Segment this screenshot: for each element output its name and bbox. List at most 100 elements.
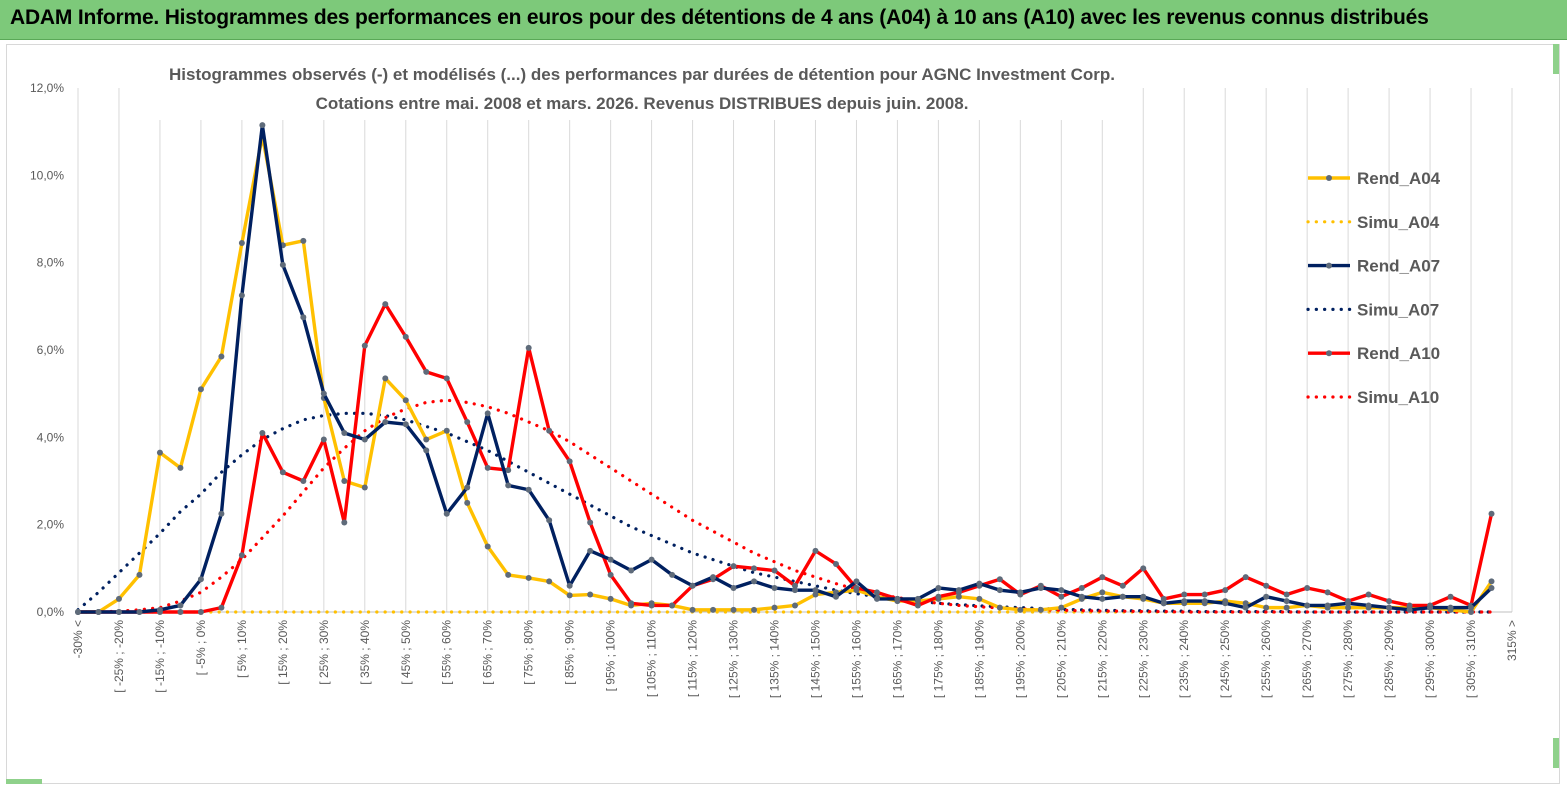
data-point [1283,604,1290,611]
data-point [669,602,676,609]
legend-label: Simu_A04 [1357,213,1440,232]
y-tick-label: 8,0% [37,256,65,270]
series-line [76,398,1494,614]
x-tick-label: [ 215% ; 220% [1095,620,1109,698]
data-point [546,517,553,524]
legend-item-simu-a04: Simu_A04 [1306,213,1440,232]
data-point [197,576,204,583]
legend-marker [1326,350,1332,357]
data-point [1447,593,1454,600]
data-point [955,587,962,594]
data-point [361,436,368,443]
data-point [1263,604,1270,611]
data-point [136,571,143,578]
data-point [177,609,184,615]
x-tick-label: [ 75% ; 80% [522,620,536,685]
data-point [1345,600,1352,607]
x-tick-label: [ 155% ; 160% [849,620,863,698]
data-point [218,604,225,611]
data-point [996,604,1003,611]
data-point [628,567,635,574]
x-tick-label: [ 105% ; 110% [645,620,659,697]
data-point [484,410,491,417]
data-point [689,606,696,613]
data-point [894,595,901,602]
data-point [812,591,819,598]
data-point [1386,604,1393,611]
x-tick-label: [ 185% ; 190% [972,620,986,698]
data-point [1017,589,1024,596]
data-point [279,261,286,268]
data-point [177,464,184,471]
data-point [1406,602,1413,609]
data-point [525,486,532,493]
data-point [382,419,389,426]
x-tick-label: [ 35% ; 40% [358,620,372,685]
legend-label: Simu_A10 [1357,388,1439,407]
data-point [1099,589,1106,596]
data-point [402,397,409,404]
x-tick-label: [ 95% ; 100% [604,620,618,692]
series-line [78,134,1493,614]
y-tick-label: 12,0% [30,81,64,95]
report-title: ADAM Informe. Histogrammes des performan… [10,6,1429,29]
data-point [1345,604,1352,611]
series-simu-a10 [76,398,1494,614]
x-tick-label: [ 285% ; 290% [1382,620,1396,698]
data-point [259,429,266,436]
data-point [587,547,594,554]
data-point [1140,565,1147,572]
x-tick-label: [ 275% ; 280% [1341,620,1355,698]
data-point [853,584,860,591]
data-point [505,482,512,489]
x-tick-label: [ -5% ; 0% [194,620,208,676]
data-point [1283,598,1290,605]
data-point [546,427,553,434]
data-point [95,609,102,615]
data-point [341,478,348,484]
data-point [771,584,778,591]
data-point [218,353,225,360]
data-point [832,593,839,600]
data-point [525,574,532,581]
data-point [1078,584,1085,591]
x-tick-label: -30% < [71,620,85,658]
data-point [996,587,1003,594]
x-tick-label: [ 265% ; 270% [1300,620,1314,698]
data-point [238,240,245,247]
data-point [1365,602,1372,609]
x-tick-label: [ -25% ; -20% [112,620,126,693]
data-point [976,595,983,602]
series-layer [75,122,1495,615]
data-point [423,436,430,443]
data-point [853,578,860,585]
series-rend-a10 [75,301,1495,615]
legend-item-simu-a10: Simu_A10 [1306,388,1439,407]
frame-accent-bottom [6,779,42,784]
data-point [1160,595,1167,602]
x-tick-label: [ 255% ; 260% [1259,620,1273,698]
data-point [1263,593,1270,600]
data-point [300,478,307,484]
data-point [75,609,81,615]
data-point [238,292,245,299]
series-rend-a04 [75,133,1495,615]
data-point [648,556,655,563]
data-point [115,595,122,602]
data-point [156,449,163,456]
data-point [1242,600,1249,607]
data-point [177,602,184,609]
data-point [628,600,635,607]
data-point [751,565,758,572]
data-point [546,578,553,585]
data-point [1017,606,1024,613]
x-tick-label: [ 295% ; 300% [1423,620,1437,698]
data-point [1119,582,1126,589]
data-point [341,519,348,526]
series-line [78,302,1494,614]
data-point [1181,598,1188,605]
x-tick-label: [ 245% ; 250% [1218,620,1232,698]
chart-title-backdrop [150,58,1135,120]
data-point [115,609,122,615]
x-tick-label: [ 25% ; 30% [317,620,331,685]
